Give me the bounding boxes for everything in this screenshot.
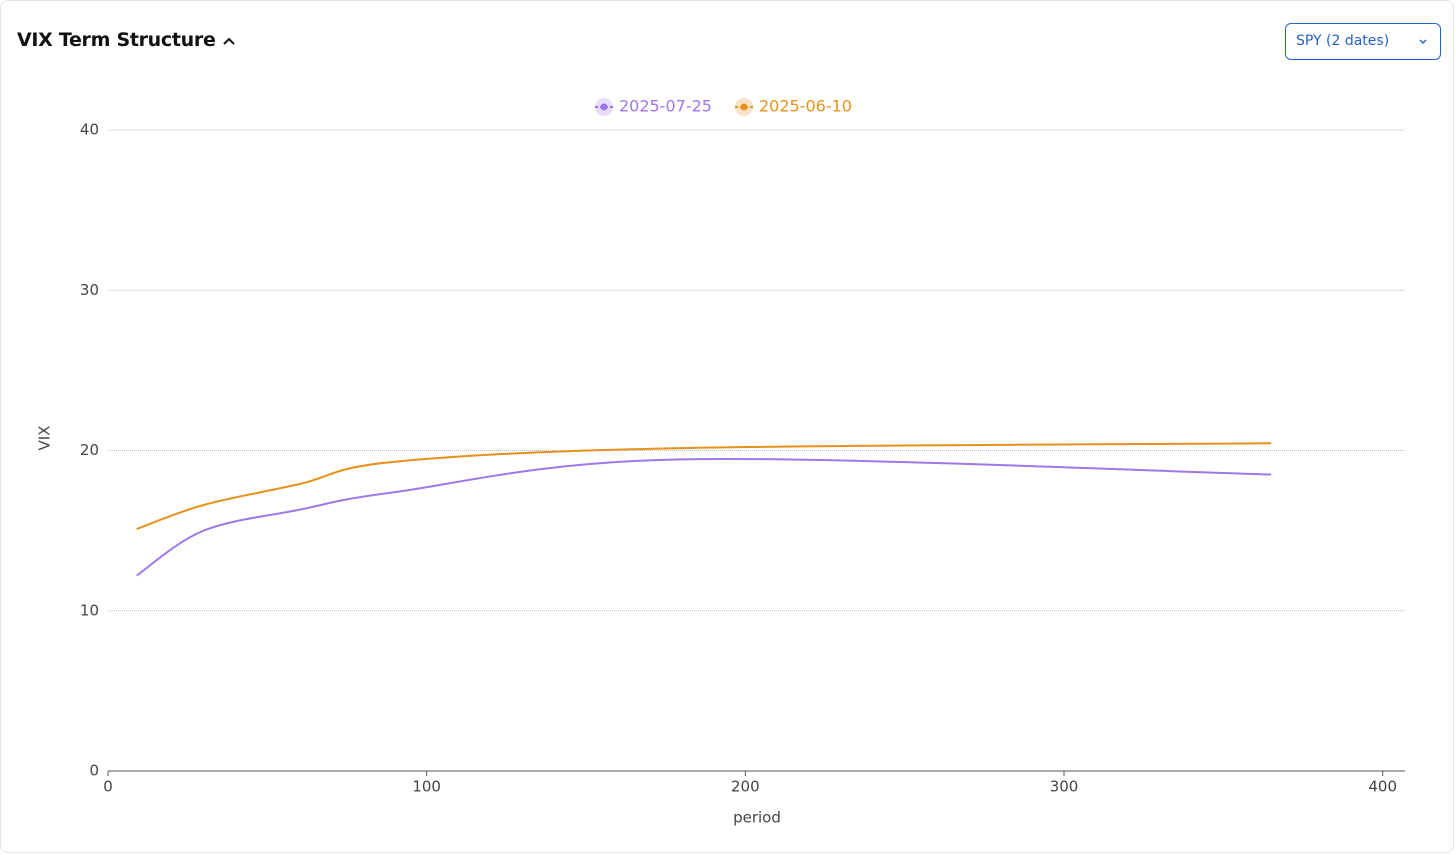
panel-title: VIX Term Structure [17, 29, 216, 51]
x-tick-label: 400 [1368, 778, 1397, 796]
collapse-toggle[interactable] [219, 31, 239, 51]
x-tick-label: 300 [1050, 778, 1079, 796]
y-tick-label: 20 [80, 441, 99, 459]
legend-marker [740, 103, 748, 111]
y-tick-label: 40 [80, 121, 99, 139]
dropdown-label: SPY (2 dates) [1296, 33, 1390, 49]
series-line [136, 457, 1272, 577]
y-tick-label: 0 [89, 762, 99, 780]
y-axis-label: VIX [36, 426, 54, 451]
y-tick-label: 30 [80, 281, 99, 299]
series-line [136, 442, 1272, 530]
y-tick-label: 10 [80, 601, 99, 619]
symbol-dropdown[interactable]: SPY (2 dates) [1285, 23, 1441, 60]
x-axis-label: period [733, 809, 781, 827]
legend-marker [600, 103, 608, 111]
legend-label: 2025-06-10 [759, 97, 852, 116]
legend-label: 2025-07-25 [619, 97, 712, 116]
x-tick-label: 0 [103, 778, 113, 796]
x-tick-label: 100 [412, 778, 441, 796]
x-tick-label: 200 [731, 778, 760, 796]
